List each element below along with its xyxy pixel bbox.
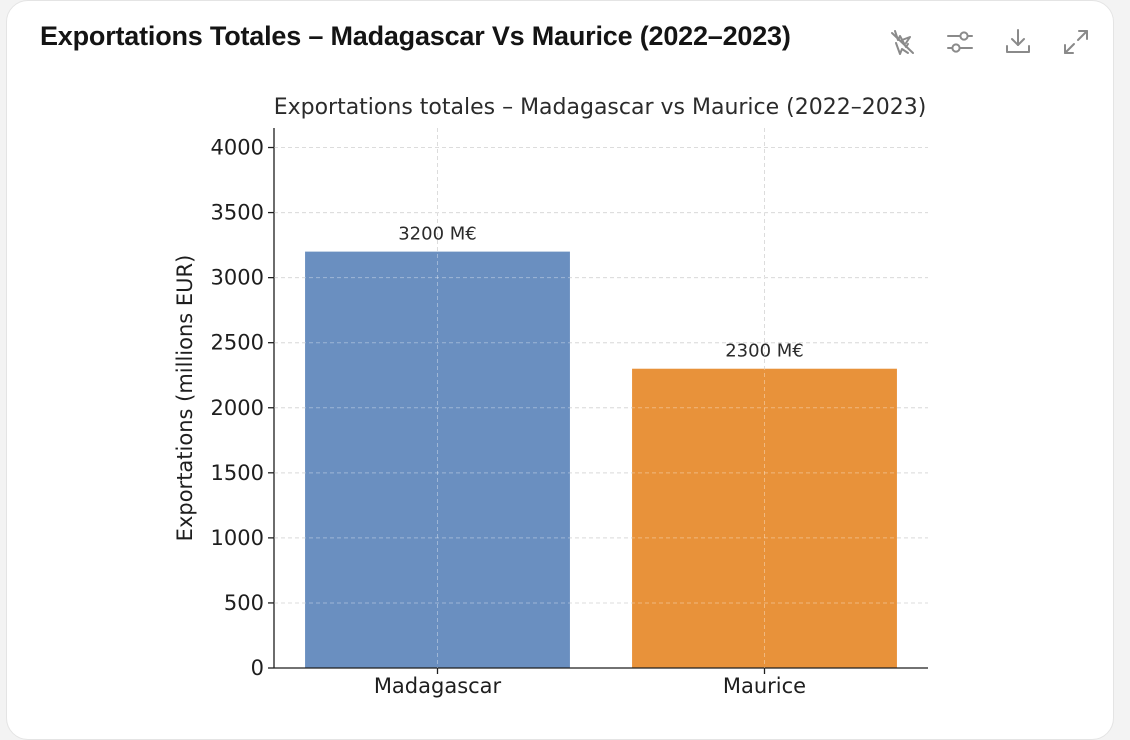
- axes: [273, 128, 928, 669]
- bars: [305, 251, 897, 669]
- chart-toolbar: [873, 23, 1105, 61]
- y-tick-label: 3000: [211, 266, 264, 290]
- download-icon: [1006, 29, 1030, 53]
- x-axis-ticks: Madagascar Maurice: [374, 668, 806, 698]
- download-button[interactable]: [989, 23, 1047, 61]
- y-tick-label: 2000: [211, 396, 264, 420]
- y-tick-label: 2500: [211, 331, 264, 355]
- chart-settings-button[interactable]: [931, 23, 989, 61]
- y-tick-label: 500: [224, 591, 264, 615]
- expand-icon: [1064, 30, 1088, 54]
- y-tick-label: 1500: [211, 461, 264, 485]
- x-tick-label: Maurice: [723, 674, 806, 698]
- interactive-toggle-button[interactable]: [873, 23, 931, 61]
- y-axis-label: Exportations (millions EUR): [173, 255, 197, 542]
- bar-madagascar: [305, 251, 570, 669]
- chart-title: Exportations totales – Madagascar vs Mau…: [274, 95, 927, 120]
- data-label: 2300 M€: [725, 341, 804, 362]
- chart-settings-icon: [947, 31, 973, 53]
- y-axis-ticks: 0 500 1000 1500 2000 2500 3000 3500 4000: [211, 136, 274, 680]
- y-tick-label: 4000: [211, 136, 264, 160]
- y-tick-label: 3500: [211, 201, 264, 225]
- expand-button[interactable]: [1047, 23, 1105, 61]
- y-tick-label: 1000: [211, 526, 264, 550]
- interactive-toggle-icon: [891, 30, 914, 55]
- data-label: 3200 M€: [398, 224, 477, 245]
- bar-maurice: [632, 368, 897, 668]
- data-labels: 3200 M€ 2300 M€: [274, 128, 928, 668]
- chart-card-title: Exportations Totales – Madagascar Vs Mau…: [40, 21, 791, 51]
- bar-chart: Exportations totales – Madagascar vs Mau…: [173, 95, 928, 698]
- y-tick-label: 0: [251, 656, 264, 680]
- x-tick-label: Madagascar: [374, 674, 502, 698]
